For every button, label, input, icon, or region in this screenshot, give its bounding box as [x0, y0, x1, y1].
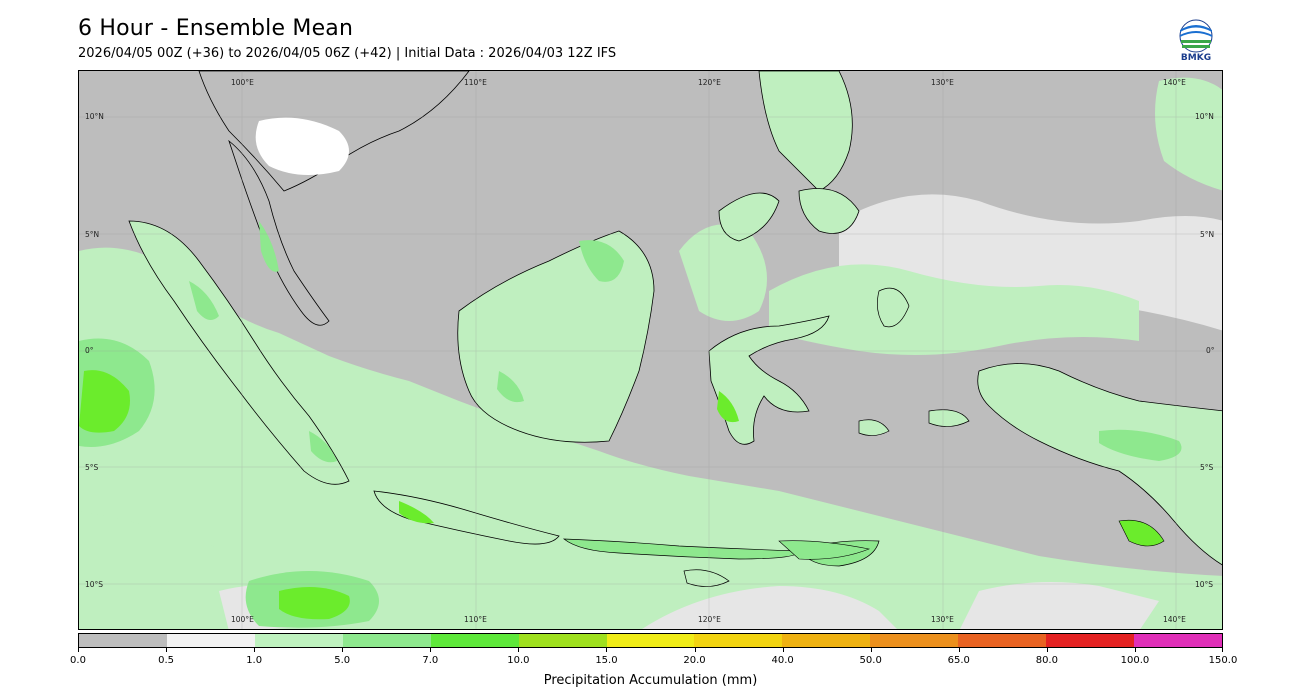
colorbar-label: Precipitation Accumulation (mm) — [543, 673, 758, 688]
lat-label-right-10n: 10°N — [1195, 112, 1214, 121]
colorbar-tick-label: 5.0 — [334, 655, 351, 666]
colorbar-tick-label: 100.0 — [1120, 655, 1150, 666]
bmkg-logo-icon — [1179, 19, 1213, 53]
precipitation-map: 100°E 110°E 120°E 130°E 140°E 100°E 110°… — [78, 70, 1223, 630]
colorbar-tick-label: 40.0 — [771, 655, 794, 666]
lon-label-bottom-130: 130°E — [931, 615, 954, 624]
colorbar-tick-label: 0.0 — [70, 655, 86, 666]
colorbar-segment — [166, 634, 255, 647]
lat-label-right-5s: 5°S — [1200, 463, 1214, 472]
colorbar-tick-label: 80.0 — [1035, 655, 1058, 666]
precipitation-colorbar — [78, 633, 1223, 648]
colorbar-tick — [694, 648, 696, 652]
colorbar-segment — [694, 634, 783, 647]
colorbar-ticks: 0.0 0.5 1.0 5.0 7.0 10.0 15.0 20.0 40.0 50.0 65.0 8… — [70, 648, 1237, 668]
lat-label-left-5n: 5°N — [85, 230, 99, 239]
colorbar-segment — [958, 634, 1047, 647]
lon-label-bottom-120: 120°E — [698, 615, 721, 624]
lat-label-right-5n: 5°N — [1200, 230, 1214, 239]
colorbar-tick-label: 15.0 — [595, 655, 618, 666]
lat-label-right-0: 0° — [1206, 346, 1215, 355]
lon-label-top-100: 100°E — [231, 78, 254, 87]
colorbar-tick — [78, 648, 79, 652]
lat-label-left-0: 0° — [85, 346, 94, 355]
colorbar-tick-label: 7.0 — [422, 655, 439, 666]
map-title: 6 Hour - Ensemble Mean — [78, 16, 354, 41]
lat-label-left-10n: 10°N — [85, 112, 104, 121]
colorbar-tick — [1134, 648, 1136, 652]
colorbar-tick-label: 10.0 — [507, 655, 530, 666]
colorbar-tick-label: 0.5 — [158, 655, 175, 666]
colorbar-tick — [1222, 648, 1223, 652]
colorbar-segment — [606, 634, 695, 647]
lat-label-left-10s: 10°S — [85, 580, 103, 589]
lat-label-left-5s: 5°S — [85, 463, 99, 472]
colorbar-tick-label: 20.0 — [683, 655, 706, 666]
colorbar-tick — [782, 648, 784, 652]
lon-label-top-120: 120°E — [698, 78, 721, 87]
colorbar-tick — [1046, 648, 1048, 652]
colorbar-tick-label: 150.0 — [1208, 655, 1238, 666]
colorbar-tick — [606, 648, 608, 652]
colorbar-tick — [518, 648, 520, 652]
colorbar-tick — [342, 648, 344, 652]
colorbar-tick — [430, 648, 432, 652]
logo-text: BMKG — [1180, 53, 1212, 63]
colorbar-tick — [166, 648, 168, 652]
colorbar-segment — [782, 634, 871, 647]
colorbar-segment — [1134, 634, 1222, 647]
colorbar-segment — [518, 634, 607, 647]
colorbar-tick — [254, 648, 256, 652]
lon-label-bottom-100: 100°E — [231, 615, 254, 624]
colorbar-tick-label: 50.0 — [859, 655, 882, 666]
colorbar-tick-label: 1.0 — [246, 655, 263, 666]
colorbar-segment — [342, 634, 431, 647]
lon-label-top-140: 140°E — [1163, 78, 1186, 87]
lon-label-top-110: 110°E — [464, 78, 487, 87]
colorbar-segment — [1046, 634, 1135, 647]
colorbar-tick-label: 65.0 — [947, 655, 970, 666]
colorbar-segment — [870, 634, 959, 647]
map-canvas: 100°E 110°E 120°E 130°E 140°E 100°E 110°… — [79, 71, 1222, 629]
map-subtitle: 2026/04/05 00Z (+36) to 2026/04/05 06Z (… — [78, 46, 617, 61]
lon-label-bottom-140: 140°E — [1163, 615, 1186, 624]
colorbar-segment — [430, 634, 519, 647]
colorbar-tick — [870, 648, 872, 652]
colorbar-segment — [79, 634, 167, 647]
lat-label-right-10s: 10°S — [1195, 580, 1213, 589]
lon-label-top-130: 130°E — [931, 78, 954, 87]
lon-label-bottom-110: 110°E — [464, 615, 487, 624]
colorbar-segment — [254, 634, 343, 647]
colorbar-tick — [958, 648, 960, 652]
